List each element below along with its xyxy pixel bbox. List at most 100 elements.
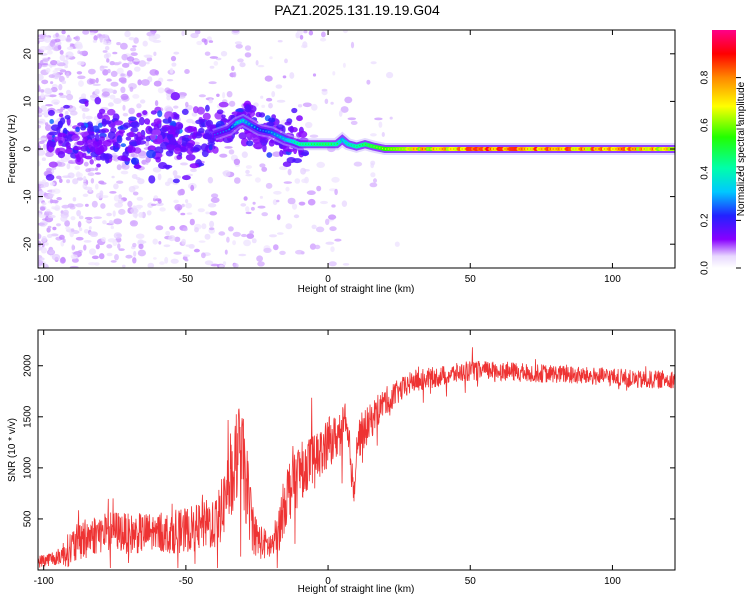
spectrogram-intense-blob xyxy=(47,136,53,141)
spectrogram-noise-blob xyxy=(56,175,62,180)
spectrogram-noise-blob xyxy=(245,206,250,213)
spectrogram-noise-blob xyxy=(83,161,89,167)
spectrogram-noise-blob xyxy=(121,53,128,61)
spectrogram-noise-blob xyxy=(302,102,312,108)
spectrogram-noise-blob xyxy=(112,239,118,246)
spectrogram-noise-blob xyxy=(76,210,81,217)
spectrogram-intense-blob xyxy=(77,122,85,127)
spectrogram-intense-blob xyxy=(134,133,139,142)
spectrogram-noise-blob xyxy=(305,121,313,129)
spectrogram-noise-blob xyxy=(104,46,110,51)
spectrogram-noise-blob xyxy=(103,53,109,59)
spectrogram-noise-blob xyxy=(110,70,118,77)
spectrogram-y-axis-label: Frequency (Hz) xyxy=(7,115,18,184)
spectrogram-noise-blob xyxy=(81,107,90,112)
spectrogram-noise-blob xyxy=(138,243,144,250)
spectrogram-noise-blob xyxy=(266,97,273,102)
spectrogram-intense-blob xyxy=(48,161,58,168)
spectrogram-noise-blob xyxy=(138,60,147,67)
spectrogram-noise-blob xyxy=(297,104,303,108)
spectrogram-noise-blob xyxy=(132,242,137,248)
spectrogram-noise-blob xyxy=(180,162,188,166)
spectrogram-noise-blob xyxy=(260,95,264,99)
spectrogram-noise-blob xyxy=(112,210,116,217)
spectrogram-intense-blob xyxy=(57,120,63,128)
y-tick-label: 2000 xyxy=(23,354,34,377)
spectrogram-noise-blob xyxy=(276,214,281,221)
spectrogram-noise-blob xyxy=(50,233,59,237)
spectrogram-noise-blob xyxy=(269,234,277,238)
spectrogram-noise-blob xyxy=(243,196,248,201)
spectrogram-intense-blob xyxy=(123,122,132,128)
spectrogram-noise-blob xyxy=(107,68,111,74)
spectrogram-noise-blob xyxy=(58,83,63,91)
spectrogram-noise-blob xyxy=(273,244,279,251)
spectrogram-intense-blob xyxy=(262,143,267,153)
spectrogram-intense-blob xyxy=(97,112,103,120)
spectrogram-noise-blob xyxy=(135,177,141,180)
spectrogram-noise-blob xyxy=(190,168,197,173)
spectrogram-noise-blob xyxy=(180,212,186,216)
spectrogram-noise-blob xyxy=(321,31,326,38)
spectrogram-intense-blob xyxy=(76,140,85,146)
spectrogram-noise-blob xyxy=(132,257,137,264)
spectrogram-noise-blob xyxy=(373,178,377,183)
spectrogram-intense-blob xyxy=(170,120,177,127)
spectrogram-intense-blob xyxy=(140,129,146,138)
spectrogram-noise-blob xyxy=(197,208,205,213)
spectrogram-noise-blob xyxy=(209,56,219,59)
spectrogram-noise-blob xyxy=(142,40,148,47)
spectrogram-noise-blob xyxy=(113,218,123,225)
spectrogram-noise-blob xyxy=(59,94,68,99)
spectrogram-noise-blob xyxy=(145,61,150,65)
spectrogram-noise-blob xyxy=(181,30,185,37)
spectrogram-noise-blob xyxy=(54,38,61,43)
spectrogram-noise-blob xyxy=(128,186,136,193)
spectrogram-noise-blob xyxy=(101,34,106,38)
spectrogram-noise-blob xyxy=(245,165,252,169)
spectrogram-intense-blob xyxy=(150,110,157,115)
spectrogram-noise-blob xyxy=(109,220,113,224)
spectrogram-noise-blob xyxy=(193,248,200,253)
spectrogram-noise-blob xyxy=(314,244,321,250)
spectrogram-noise-blob xyxy=(93,216,102,219)
spectrogram-noise-blob xyxy=(309,243,317,250)
spectrogram-noise-blob xyxy=(219,153,228,158)
colorbar-tick-label: 0.4 xyxy=(700,165,711,179)
snr-x-axis-label: Height of straight line (km) xyxy=(298,584,415,595)
spectrogram-noise-blob xyxy=(40,92,45,99)
spectrogram-noise-blob xyxy=(88,262,97,266)
spectrogram-noise-blob xyxy=(190,184,195,191)
spectrogram-intense-blob xyxy=(296,115,303,122)
spectrogram-intense-blob xyxy=(185,142,194,149)
spectrogram-noise-blob xyxy=(185,101,189,108)
spectrogram-intense-blob xyxy=(185,154,196,161)
snr-y-ticks: 500 1000 1500 2000 xyxy=(23,354,675,527)
spectrogram-noise-blob xyxy=(325,241,335,245)
spectrogram-noise-blob xyxy=(300,167,307,175)
spectrogram-noise-blob xyxy=(204,233,211,240)
spectrogram-noise-blob xyxy=(110,225,115,230)
spectrogram-noise-blob xyxy=(164,105,173,113)
spectrogram-noise-blob xyxy=(110,81,119,87)
x-tick-label: -50 xyxy=(179,274,194,285)
spectrogram-noise-blob xyxy=(117,243,121,250)
spectrogram-intense-blob xyxy=(87,139,93,146)
spectrogram-noise-blob xyxy=(231,65,235,72)
spectrogram-noise-blob xyxy=(88,187,92,193)
x-tick-label: -100 xyxy=(34,274,54,285)
spectrogram-intense-blob xyxy=(284,121,292,126)
spectrogram-intense-blob xyxy=(80,125,87,131)
spectrogram-noise-blob xyxy=(389,116,393,120)
spectrogram-noise-blob xyxy=(99,36,103,43)
spectrogram-noise-blob xyxy=(250,206,255,211)
spectrogram-noise-blob xyxy=(271,91,276,98)
spectrogram-noise-blob xyxy=(198,240,206,243)
spectrogram-noise-blob xyxy=(89,78,96,85)
spectrogram-intense-blob xyxy=(291,107,298,114)
spectrogram-noise-blob xyxy=(40,184,47,189)
spectrogram-noise-blob xyxy=(370,133,377,137)
spectrogram-noise-blob xyxy=(130,207,139,214)
spectrogram-intense-blob xyxy=(64,115,71,120)
spectrogram-noise-blob xyxy=(61,204,70,209)
